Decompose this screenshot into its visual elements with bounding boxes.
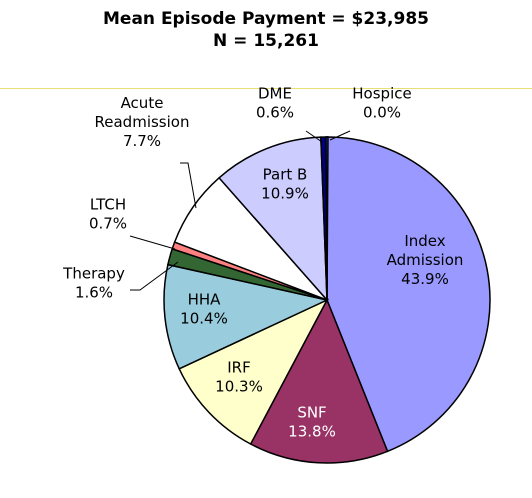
slice-label-irf: IRF 10.3% (215, 359, 263, 396)
pie-slices (163, 136, 491, 464)
chart-title-line-2: N = 15,261 (213, 31, 319, 51)
slice-label-hha: HHA 10.4% (180, 291, 228, 328)
leader-lines (129, 130, 351, 291)
chart-title: Mean Episode Payment = $23,985 N = 15,26… (0, 8, 532, 52)
slice-label-part-b: Part B 10.9% (261, 166, 309, 203)
divider-line (0, 88, 532, 89)
slice-label-snf: SNF 13.8% (288, 404, 336, 441)
leader-line-therapy (130, 261, 179, 291)
pie-slice-hha (163, 263, 330, 370)
slice-label-index-admission: Index Admission 43.9% (387, 232, 464, 288)
leader-line-acute-readmission (180, 162, 197, 209)
pie-slice-snf (249, 298, 389, 464)
slice-label-dme: DME 0.6% (256, 85, 294, 122)
leader-line-ltch (129, 235, 176, 250)
slice-label-hospice: Hospice 0.0% (352, 85, 411, 122)
pie-slice-hospice (325, 136, 329, 301)
slice-label-ltch: LTCH 0.7% (89, 196, 127, 233)
chart-title-line-1: Mean Episode Payment = $23,985 (103, 9, 429, 29)
slice-label-acute-readmission: Acute Readmission 7.7% (95, 94, 190, 150)
pie-slice-index-admission (326, 136, 491, 453)
pie-slice-irf (178, 298, 329, 446)
slice-label-therapy: Therapy 1.6% (62, 265, 125, 302)
slice-labels: Index Admission 43.9% SNF 13.8% IRF 10.3% HHA 10… (62, 85, 463, 441)
leader-line-hospice (329, 130, 351, 141)
leader-line-dme (305, 130, 323, 143)
